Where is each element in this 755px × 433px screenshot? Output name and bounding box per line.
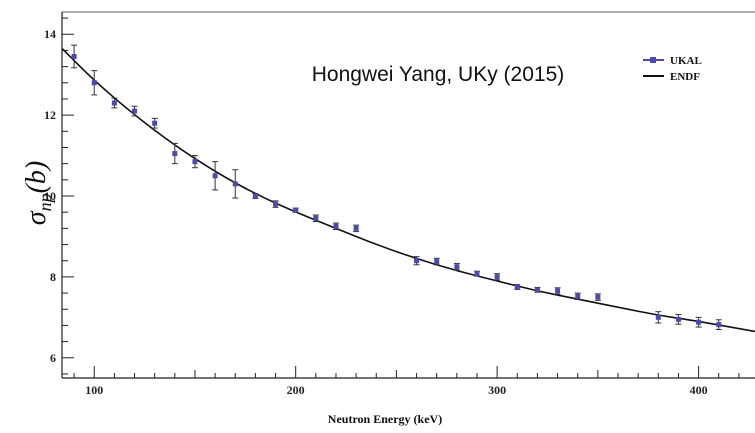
ukal-marker bbox=[91, 80, 97, 86]
ukal-marker bbox=[333, 223, 339, 229]
ukal-data-point bbox=[191, 155, 198, 169]
ukal-data-point bbox=[554, 287, 561, 295]
y-tick-label: 8 bbox=[50, 270, 56, 284]
ukal-marker bbox=[494, 274, 500, 280]
ukal-marker bbox=[273, 201, 279, 207]
ukal-data-point bbox=[715, 319, 722, 330]
endf-curve-layer bbox=[61, 47, 755, 333]
plot-frame bbox=[61, 11, 755, 379]
ukal-data-point bbox=[675, 314, 682, 325]
ukal-data-point bbox=[252, 193, 259, 199]
ukal-marker bbox=[474, 271, 480, 277]
ukal-data-point bbox=[594, 293, 601, 301]
ukal-marker bbox=[655, 314, 661, 320]
legend-ukal-marker bbox=[650, 57, 656, 63]
y-tick-label: 12 bbox=[44, 108, 56, 122]
ukal-data-point bbox=[71, 44, 78, 69]
ukal-data-point bbox=[171, 142, 178, 165]
ukal-points-layer bbox=[71, 44, 722, 330]
ukal-marker bbox=[353, 225, 359, 231]
ukal-marker bbox=[192, 159, 198, 165]
ukal-marker bbox=[514, 284, 520, 290]
ukal-data-point bbox=[453, 263, 460, 271]
ukal-marker bbox=[534, 287, 540, 293]
ukal-marker bbox=[454, 264, 460, 270]
ukal-data-point bbox=[433, 257, 440, 266]
ukal-data-point bbox=[212, 161, 219, 191]
x-axis-label: Neutron Energy (keV) bbox=[328, 412, 442, 426]
ukal-data-point bbox=[91, 70, 98, 96]
ukal-data-point bbox=[292, 207, 299, 213]
ukal-marker bbox=[71, 53, 77, 59]
y-axis-label: σnp(b) bbox=[21, 161, 55, 225]
ukal-data-point bbox=[514, 284, 521, 290]
ukal-marker bbox=[132, 108, 138, 114]
ukal-marker bbox=[232, 181, 238, 187]
ukal-data-point bbox=[473, 270, 480, 277]
y-tick-label: 6 bbox=[50, 351, 56, 365]
x-tick-label: 100 bbox=[85, 383, 103, 397]
ukal-data-point bbox=[494, 273, 501, 281]
ukal-data-point bbox=[413, 256, 420, 266]
svg-text:σnp(b): σnp(b) bbox=[21, 161, 55, 225]
ukal-marker bbox=[111, 100, 117, 106]
ukal-marker bbox=[575, 293, 581, 299]
ukal-marker bbox=[696, 319, 702, 325]
ukal-data-point bbox=[131, 105, 138, 117]
legend-endf-label: ENDF bbox=[670, 71, 700, 83]
y-axis-symbol: σ bbox=[21, 210, 52, 225]
ukal-data-point bbox=[111, 97, 118, 109]
y-tick-label: 10 bbox=[44, 189, 56, 203]
ukal-data-point bbox=[695, 316, 702, 328]
ukal-data-point bbox=[574, 292, 581, 301]
legend: UKAL ENDF bbox=[612, 46, 730, 86]
ticks-layer: 100 200 300 400 6 8 10 12 14 bbox=[44, 17, 740, 397]
ukal-marker bbox=[595, 294, 601, 300]
ukal-marker bbox=[252, 193, 258, 199]
x-tick-label: 300 bbox=[488, 383, 506, 397]
ukal-marker bbox=[172, 151, 178, 157]
ukal-data-point bbox=[312, 214, 319, 222]
endf-curve bbox=[61, 47, 755, 333]
ukal-data-point bbox=[353, 224, 360, 233]
ukal-data-point bbox=[272, 200, 279, 208]
x-tick-label: 200 bbox=[287, 383, 305, 397]
legend-ukal-label: UKAL bbox=[670, 55, 702, 67]
ukal-marker bbox=[555, 288, 561, 294]
ukal-data-point bbox=[232, 169, 239, 199]
ukal-marker bbox=[212, 173, 218, 179]
legend-box bbox=[612, 46, 730, 86]
ukal-data-point bbox=[534, 286, 541, 293]
y-tick-label: 14 bbox=[44, 27, 56, 41]
ukal-data-point bbox=[655, 311, 662, 324]
chart-annotation: Hongwei Yang, UKy (2015) bbox=[312, 63, 565, 86]
ukal-marker bbox=[293, 207, 299, 213]
y-axis-subscript: np bbox=[35, 193, 55, 211]
ukal-marker bbox=[434, 259, 440, 265]
y-axis-unit: (b) bbox=[21, 161, 52, 194]
ukal-marker bbox=[716, 322, 722, 328]
ukal-marker bbox=[313, 215, 319, 221]
ukal-marker bbox=[414, 258, 420, 264]
ukal-marker bbox=[152, 120, 158, 126]
ukal-marker bbox=[675, 316, 681, 322]
x-tick-label: 400 bbox=[690, 383, 708, 397]
ukal-data-point bbox=[332, 222, 339, 231]
ukal-data-point bbox=[151, 117, 158, 129]
